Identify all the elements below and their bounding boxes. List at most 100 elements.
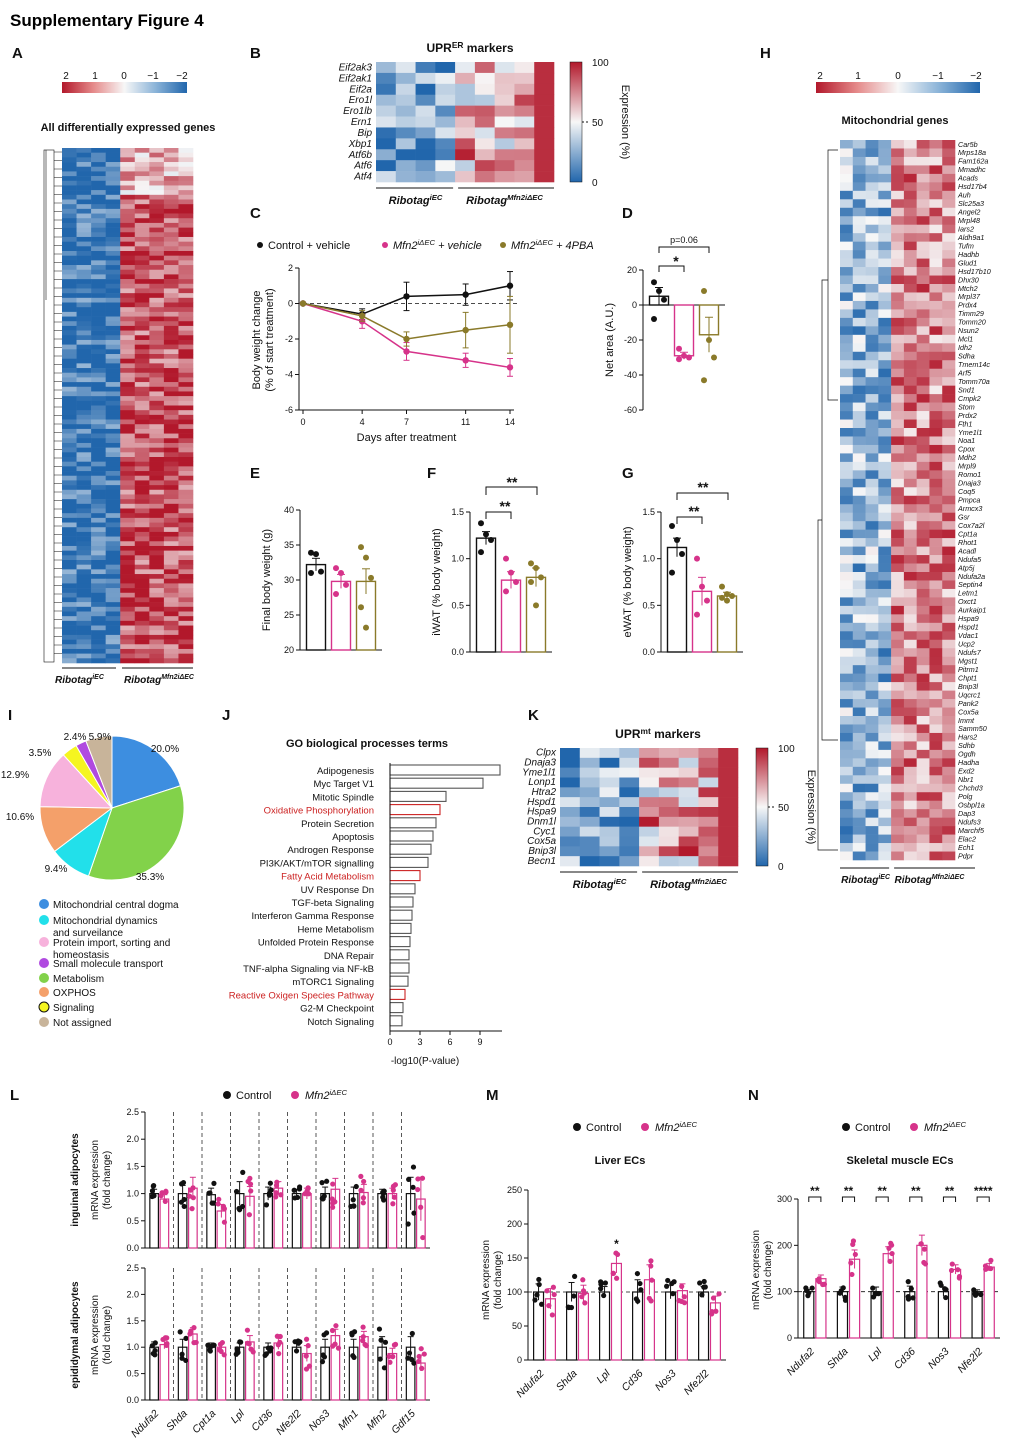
heatmap-cell [878, 665, 892, 674]
heatmap-cell [878, 453, 892, 463]
heatmap-cell [840, 309, 854, 319]
heatmap-cell [865, 216, 879, 226]
heatmap-cell [929, 512, 943, 522]
data-point [244, 1327, 251, 1333]
heatmap-cell [840, 741, 854, 751]
g-y-tick-label: 1.0 [642, 554, 655, 564]
heatmap-cell [865, 326, 879, 336]
heatmap-cell [891, 292, 905, 302]
heatmap-cell [163, 241, 179, 247]
heatmap-cell [878, 394, 892, 403]
heatmap-cell [852, 741, 866, 751]
heatmap-cell [91, 166, 106, 172]
heatmap-cell [698, 816, 719, 827]
heatmap-cell [178, 625, 194, 631]
legend-label-control: Control [586, 1122, 621, 1134]
heatmap-cell [120, 232, 136, 238]
heatmap-cell [840, 834, 854, 844]
gene-label: Hars2 [958, 733, 977, 742]
heatmap-cell [163, 218, 179, 224]
heatmap-cell [76, 279, 92, 285]
heatmap-cell [942, 275, 956, 285]
sig-bracket [676, 516, 703, 524]
heatmap-cell [942, 165, 956, 175]
heatmap-cell [903, 190, 917, 200]
heatmap-cell [62, 213, 77, 219]
heatmap-cell [149, 372, 165, 378]
heatmap-cell [91, 180, 106, 186]
heatmap-cell [163, 611, 179, 617]
heatmap-cell [62, 452, 77, 458]
legend-label: Protein import, sorting and homeostasis [53, 938, 170, 961]
heatmap-cell [929, 444, 943, 454]
heatmap-cell [878, 182, 892, 192]
heatmap-cell [91, 279, 106, 285]
heatmap-cell [105, 616, 121, 622]
category-label: Shda [554, 1368, 580, 1394]
heatmap-cell [149, 232, 165, 238]
data-point [265, 1345, 271, 1351]
heatmap-cell [903, 360, 917, 370]
heatmap-cell [929, 351, 943, 361]
heatmap-cell [62, 274, 77, 280]
heatmap-cell [62, 180, 77, 186]
data-point [706, 337, 712, 343]
heatmap-cell [163, 372, 179, 378]
heatmap-cell [178, 517, 194, 523]
heatmap-cell [134, 648, 150, 654]
heatmap-cell [852, 428, 866, 437]
heatmap-cell [865, 258, 879, 268]
heatmap-cell [91, 564, 106, 570]
heatmap-cell [163, 457, 179, 462]
heatmap-cell [120, 213, 136, 219]
heatmap-cell [678, 767, 699, 778]
gene-label: Cyc1 [533, 826, 556, 837]
data-point [151, 1193, 157, 1199]
heatmap-cell [878, 783, 892, 793]
heatmap-cell [852, 563, 866, 573]
data-point [299, 300, 307, 307]
heatmap-cell [929, 216, 943, 226]
heatmap-cell [62, 185, 77, 191]
dendrogram [817, 149, 838, 851]
heatmap-cell [149, 358, 165, 364]
heatmap-cell [105, 166, 121, 172]
heatmap-cell [120, 648, 136, 654]
heatmap-cell [134, 344, 150, 350]
heatmap-cell [178, 377, 194, 383]
heatmap-cell [62, 620, 77, 626]
data-point [908, 1286, 914, 1292]
heatmap-cell [865, 732, 879, 742]
data-point [376, 1326, 383, 1332]
legend-marker-control [257, 242, 263, 248]
c-x-tick-label: 11 [461, 417, 470, 427]
heatmap-cell [916, 461, 930, 471]
heatmap-cell [134, 316, 150, 322]
label-main: Ribotag [389, 195, 430, 207]
data-point [580, 1277, 586, 1283]
heatmap-cell [149, 293, 165, 299]
heatmap-cell [929, 428, 943, 437]
heatmap-cell [120, 274, 136, 280]
heatmap-cell [494, 171, 515, 183]
heatmap-cell [891, 428, 905, 437]
heatmap-cell [916, 597, 930, 607]
heatmap-cell [929, 631, 943, 641]
heatmap-cell [455, 62, 476, 74]
heatmap-cell [76, 620, 92, 626]
heatmap-cell [62, 218, 77, 224]
heatmap-cell [91, 583, 106, 589]
heatmap-cell [903, 512, 917, 522]
sig-bracket [942, 1196, 957, 1202]
go-bar [389, 817, 437, 829]
heatmap-cell [840, 665, 854, 674]
heatmap-cell [599, 846, 620, 857]
heatmap-cell [91, 396, 106, 402]
data-point [539, 1301, 545, 1307]
heatmap-cell [639, 836, 660, 847]
heatmap-cell [929, 656, 943, 666]
heatmap-cell [852, 385, 866, 395]
heatmap-cell [891, 224, 905, 234]
category-label: Nos3 [926, 1346, 952, 1372]
heatmap-cell [120, 555, 136, 561]
